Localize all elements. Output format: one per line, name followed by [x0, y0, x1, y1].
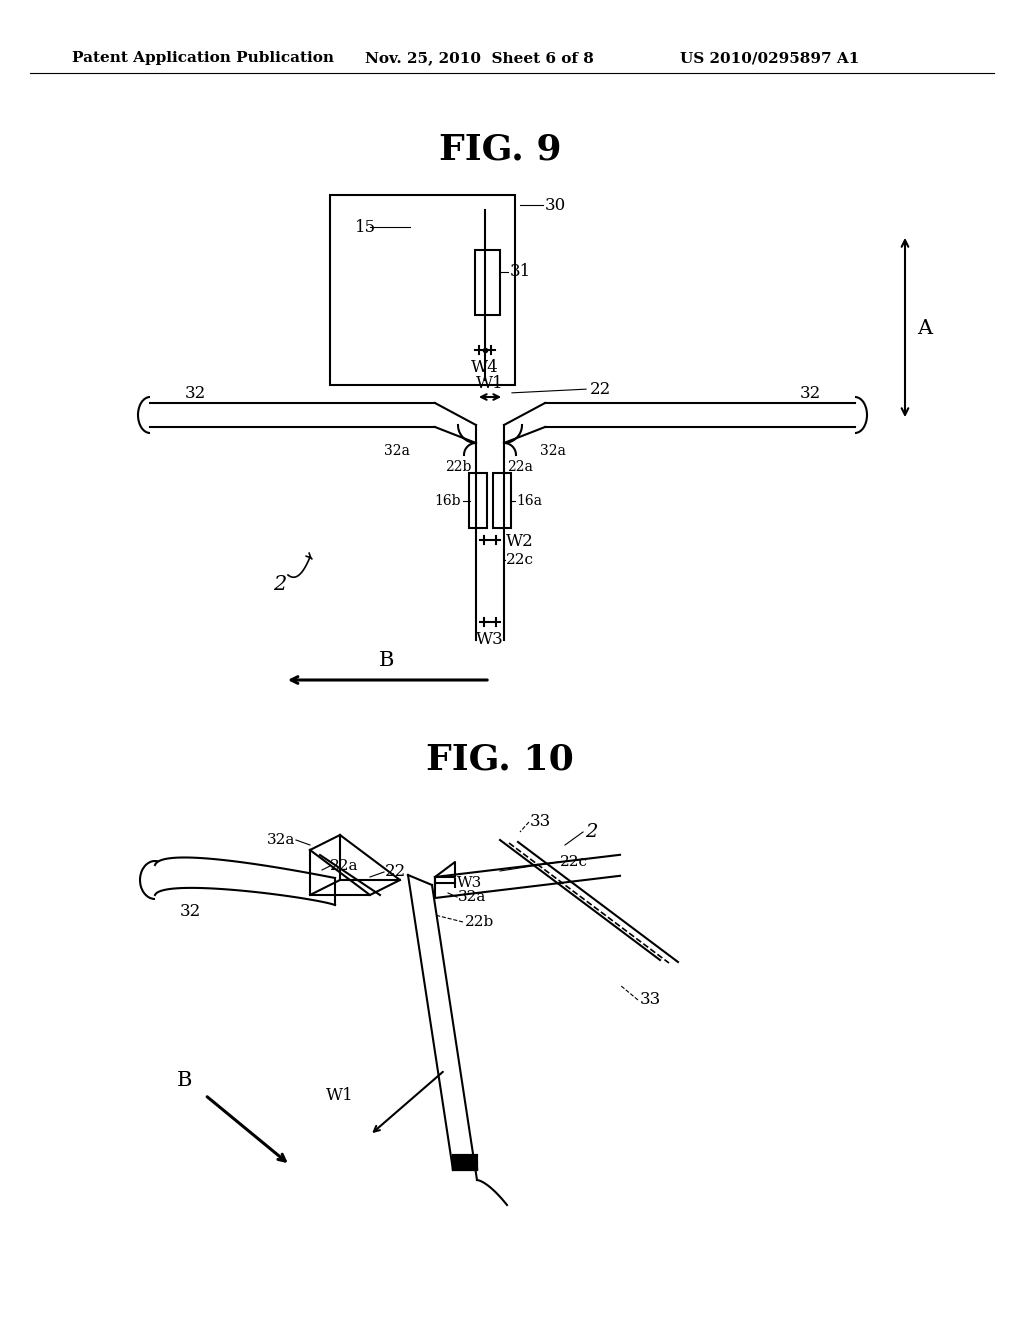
Text: 22a: 22a [330, 859, 358, 873]
Text: 15: 15 [355, 219, 376, 235]
Text: W1: W1 [326, 1086, 354, 1104]
Text: 33: 33 [530, 813, 551, 830]
Text: 33: 33 [640, 991, 662, 1008]
Text: 32: 32 [184, 384, 206, 401]
Text: FIG. 10: FIG. 10 [426, 743, 573, 777]
Bar [475, 249, 500, 315]
Text: 16b: 16b [434, 494, 461, 508]
Text: 32: 32 [800, 384, 820, 401]
Text: B: B [379, 651, 394, 669]
Text: 22a: 22a [507, 459, 532, 474]
Text: Patent Application Publication: Patent Application Publication [72, 51, 334, 65]
Text: W2: W2 [506, 533, 534, 550]
Text: 31: 31 [510, 264, 531, 281]
Text: W3: W3 [457, 876, 482, 890]
Text: Nov. 25, 2010  Sheet 6 of 8: Nov. 25, 2010 Sheet 6 of 8 [365, 51, 594, 65]
Text: 32a: 32a [384, 444, 410, 458]
Text: 22: 22 [385, 863, 407, 880]
Text: 22c: 22c [506, 553, 534, 568]
Bar [469, 473, 487, 528]
Text: 2: 2 [585, 822, 597, 841]
Text: 32a: 32a [266, 833, 295, 847]
Text: A: A [918, 318, 932, 338]
Text: W4: W4 [471, 359, 499, 376]
Text: 32: 32 [179, 903, 201, 920]
Text: B: B [177, 1071, 193, 1089]
Bar [493, 473, 511, 528]
Text: US 2010/0295897 A1: US 2010/0295897 A1 [680, 51, 859, 65]
Text: 22b: 22b [444, 459, 471, 474]
Text: 22: 22 [590, 380, 611, 397]
Text: W3: W3 [476, 631, 504, 648]
Bar [330, 195, 515, 385]
Text: FIG. 9: FIG. 9 [438, 133, 561, 168]
Text: 32a: 32a [540, 444, 566, 458]
Text: 16a: 16a [516, 494, 542, 508]
Text: 22c: 22c [560, 855, 588, 869]
Text: 32a: 32a [458, 890, 486, 904]
Text: W1: W1 [476, 375, 504, 392]
Text: 2: 2 [273, 576, 287, 594]
Text: 30: 30 [545, 197, 566, 214]
Text: 22b: 22b [465, 915, 495, 929]
